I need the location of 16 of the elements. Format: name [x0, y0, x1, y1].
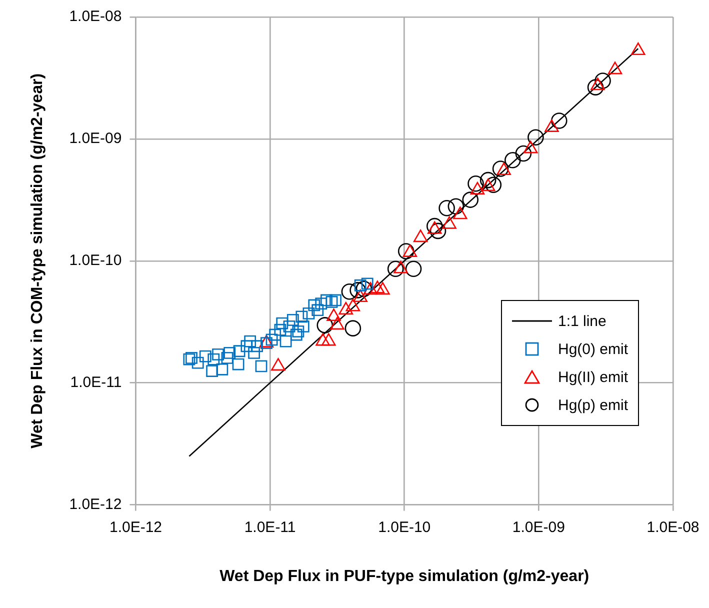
x-tick-label: 1.0E-08 [646, 518, 700, 536]
x-tick-label: 1.0E-12 [109, 518, 162, 536]
x-tick-label: 1.0E-09 [512, 518, 565, 536]
x-tick-label: 1.0E-10 [378, 518, 431, 536]
y-axis-title: Wet Dep Flux in COM-type simulation (g/m2-year) [29, 73, 46, 448]
legend-label: 1:1 line [558, 312, 606, 330]
y-tick-label: 1.0E-10 [69, 252, 122, 270]
x-axis-title: Wet Dep Flux in PUF-type simulation (g/m2-year) [220, 568, 590, 585]
x-tick-label: 1.0E-11 [244, 518, 296, 536]
legend-label: Hg(II) emit [558, 368, 628, 386]
y-tick-label: 1.0E-08 [69, 8, 122, 26]
legend-label: Hg(0) emit [558, 340, 628, 358]
y-tick-label: 1.0E-09 [69, 130, 122, 148]
legend-label: Hg(p) emit [558, 396, 628, 414]
y-tick-label: 1.0E-12 [69, 496, 122, 513]
y-tick-label: 1.0E-11 [70, 374, 122, 391]
